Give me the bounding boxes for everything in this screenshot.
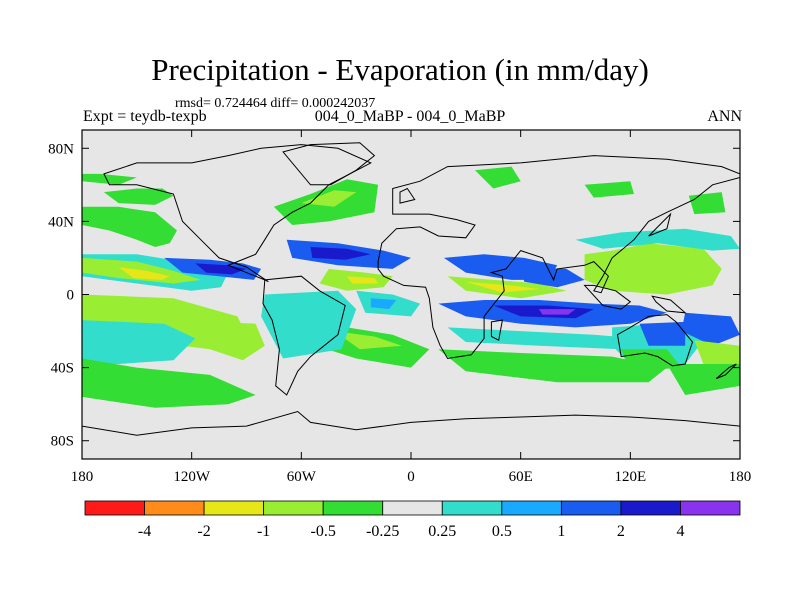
coastline-new-guinea [651, 295, 687, 314]
coastline-africa-eurasia [377, 155, 740, 360]
contour-region-n-atl-lightgreen [301, 190, 357, 207]
contour-region-sw-pac-green [666, 364, 740, 395]
contour-region-arctic-green [82, 173, 137, 185]
y-tick-label: 40N [48, 214, 74, 230]
contour-region-s-pac-cyan [82, 320, 196, 364]
contour-region-s-indian-purple [538, 309, 576, 315]
contour-region-e-pac-lightgreen [209, 321, 265, 361]
x-tick-label: 60W [287, 469, 317, 485]
colorbar-label: 4 [676, 523, 684, 540]
contour-region-s-indian-green [438, 349, 667, 383]
colorbar-label: -2 [197, 523, 210, 540]
colorbar-swatch [382, 500, 443, 516]
colorbar-swatch [620, 500, 681, 516]
contour-region-n-asia-green [475, 166, 521, 189]
chart-title: Precipitation - Evaporation (in mm/day) [151, 52, 649, 87]
contour-region-trop-atl-yellow [347, 276, 379, 284]
contour-region-s-america-cyan [261, 290, 357, 359]
colorbar-label: 2 [617, 523, 625, 540]
coastline-layer [82, 142, 740, 459]
x-tick-label: 60E [509, 469, 533, 485]
x-tick-label: 120E [614, 469, 646, 485]
x-tick-label: 180 [729, 469, 752, 485]
colorbar-label: 0.25 [428, 523, 456, 540]
contour-region-s-pac-green [82, 358, 256, 408]
contour-region-ne-pacific-green [103, 188, 174, 205]
colorbar-swatch [84, 500, 145, 516]
rmsd-diff-label: rmsd= 0.724464 diff= 0.000242037 [175, 96, 376, 111]
colorbar: -4 -2 -1 -0.5 -0.25 0.25 0.5 1 2 4 [84, 500, 741, 540]
coastline-indonesia [583, 284, 632, 310]
colorbar-swatch [203, 500, 265, 516]
contour-region-n-pacific-green [82, 206, 177, 247]
x-tick-label: 180 [71, 469, 94, 485]
map-background [82, 130, 740, 459]
season-label: ANN [707, 108, 742, 125]
contour-region-n-asia-green2 [584, 181, 634, 198]
x-tick-label: 0 [407, 469, 415, 485]
coastline-uk [399, 187, 416, 204]
colorbar-swatch [322, 500, 384, 516]
x-tick-label: 120W [173, 469, 211, 485]
axes-layer: 180 120W 60W 0 60E 120E 180 80N 40N 0 40S 80S [48, 130, 751, 485]
colorbar-swatch [263, 500, 324, 516]
coastline-australia [616, 314, 694, 367]
coastline-new-zealand [715, 363, 737, 380]
colorbar-label: 1 [557, 523, 565, 540]
contour-region-ne-asia-green [688, 192, 726, 215]
coastline-japan [648, 212, 672, 237]
experiment-label: Expt = teydb-texpb [83, 108, 207, 125]
colorbar-swatch [680, 500, 741, 516]
contour-region-aus-blue [639, 321, 686, 346]
y-tick-label: 40S [51, 361, 74, 377]
colorbar-label: -0.5 [311, 523, 336, 540]
colorbar-swatch [501, 500, 562, 516]
colorbar-swatch [560, 500, 622, 516]
contour-region-n-pac-yellow [118, 267, 170, 280]
colorbar-swatch [441, 500, 503, 516]
contour-region-itcz-dark [195, 263, 247, 275]
colorbar-label: -1 [257, 523, 270, 540]
colorbar-label: -4 [138, 523, 151, 540]
run-label: 004_0_MaBP - 004_0_MaBP [314, 108, 506, 125]
contour-region-s-indian-cyan [447, 327, 640, 350]
contour-region-w-pac-lightgreen [584, 243, 722, 295]
contour-region-s-atl-lightgreen [334, 331, 402, 350]
coastline-south-america [262, 275, 346, 396]
coastline-antarctica [82, 410, 740, 459]
coastline-madagascar [490, 319, 504, 341]
colorbar-label: 0.5 [492, 523, 512, 540]
coastline-greenland [282, 142, 376, 186]
contour-region-n-indian-yellow [465, 281, 539, 293]
y-tick-label: 80S [51, 434, 74, 450]
contour-region-sw-pac-blue [681, 312, 740, 346]
contour-region-w-pac-cyan [575, 228, 740, 251]
y-tick-label: 80N [48, 141, 74, 157]
colorbar-label: -0.25 [366, 523, 399, 540]
contour-region-s-atl-blue [370, 298, 397, 310]
colorbar-swatch [144, 500, 205, 516]
coastline-north-america [103, 144, 372, 283]
contour-region-trop-atl-dark [310, 247, 371, 260]
y-tick-label: 0 [67, 288, 75, 304]
contour-region-sw-pac-lightgreen [694, 340, 740, 368]
